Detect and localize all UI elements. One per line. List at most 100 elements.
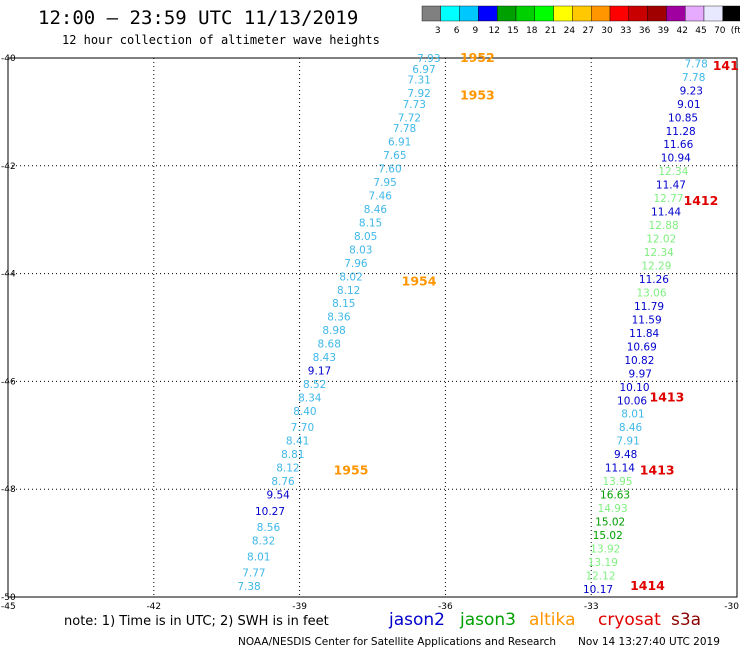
colorbar-tick-label: 12	[488, 26, 499, 36]
pass-number-label: 1952	[460, 50, 495, 65]
wave-height-label: 7.65	[383, 150, 406, 162]
colorbar-tick-label: 45	[695, 26, 706, 36]
wave-height-label: 12.02	[646, 234, 676, 246]
colorbar-swatch	[515, 5, 535, 22]
wave-height-label: 8.02	[339, 271, 362, 283]
wave-height-label: 7.78	[682, 72, 705, 84]
wave-height-label: 13.95	[602, 476, 632, 488]
wave-height-label: 10.85	[668, 112, 698, 124]
wave-height-label: 7.78	[684, 58, 707, 70]
wave-height-label: 9.01	[677, 99, 700, 111]
footnote: note: 1) Time is in UTC; 2) SWH is in fe…	[64, 614, 329, 629]
wave-height-label: 7.46	[369, 190, 393, 202]
colorbar-swatch	[553, 5, 573, 22]
wave-height-label: 11.47	[656, 180, 686, 192]
wave-height-label: 16.63	[600, 490, 630, 502]
colorbar-swatch	[572, 5, 592, 22]
wave-height-label: 13.06	[636, 287, 666, 299]
wave-height-label: 15.02	[595, 517, 625, 529]
colorbar-swatch	[722, 5, 740, 22]
pass-number-label: 1413	[650, 390, 685, 405]
generated-timestamp: Nov 14 13:27:40 UTC 2019	[578, 636, 720, 648]
wave-height-label: 9.23	[680, 85, 703, 97]
pass-number-label: 1413	[640, 462, 675, 477]
wave-height-label: 12.88	[649, 220, 679, 232]
wave-height-label: 8.15	[359, 217, 382, 229]
wave-height-label: 8.34	[298, 393, 322, 405]
colorbar-swatch	[534, 5, 554, 22]
wave-height-label: 7.91	[616, 436, 639, 448]
wave-height-label: 8.46	[619, 422, 643, 434]
wave-height-label: 11.26	[639, 274, 669, 286]
wave-height-label: 7.60	[378, 163, 401, 175]
wave-height-label: 8.43	[313, 352, 336, 364]
wave-height-label: 8.41	[286, 436, 309, 448]
x-tick-label: -33	[584, 602, 599, 612]
chart-title: 12:00 — 23:59 UTC 11/13/2019	[38, 7, 358, 29]
colorbar-tick-label: 27	[582, 26, 593, 36]
wave-height-label: 7.78	[393, 123, 416, 135]
wave-height-label: 12.77	[653, 193, 683, 205]
wave-height-label: 13.19	[588, 557, 618, 569]
pass-number-label: 1955	[334, 462, 369, 477]
wave-height-label: 8.01	[247, 552, 270, 564]
wave-height-label: 8.36	[327, 312, 351, 324]
colorbar-tick-label: 24	[564, 26, 576, 36]
wave-height-label: 7.73	[403, 99, 426, 111]
wave-height-label: 8.05	[354, 231, 377, 243]
wave-height-label: 8.12	[276, 463, 299, 475]
wave-height-label: 10.82	[624, 355, 654, 367]
colorbar-tick-label: 30	[601, 26, 613, 36]
legend-item-jason3: jason3	[459, 610, 516, 630]
wave-height-label: 13.92	[590, 543, 620, 555]
wave-height-label: 10.69	[627, 341, 657, 353]
wave-height-label: 8.68	[318, 339, 341, 351]
wave-height-label: 7.93	[417, 53, 440, 65]
credit-line: NOAA/NESDIS Center for Satellite Applica…	[238, 636, 556, 648]
axis-ticks: -40 -42 -44 -46 -48 -50-45 -42 -39 -36 -33 -30	[1, 54, 739, 612]
wave-height-label: 11.79	[634, 301, 664, 313]
wave-height-label: 12.34	[658, 166, 688, 178]
colorbar-swatch	[666, 5, 686, 22]
wave-height-label: 8.56	[257, 522, 281, 534]
wave-height-label: 15.02	[593, 530, 623, 542]
wave-height-label: 11.59	[632, 314, 662, 326]
x-tick-label: -39	[292, 602, 307, 612]
wave-height-label: 14.93	[598, 503, 628, 515]
wave-height-label: 7.95	[373, 177, 396, 189]
wave-height-label: 10.10	[619, 382, 649, 394]
colorbar-unit: (ft)	[731, 26, 740, 36]
chart-subtitle: 12 hour collection of altimeter wave hei…	[62, 33, 380, 47]
wave-height-label: 6.91	[388, 137, 411, 149]
wave-height-label: 7.70	[291, 422, 314, 434]
y-tick-label: -46	[1, 377, 16, 387]
wave-height-label: 8.76	[271, 476, 295, 488]
colorbar-tick-label: 42	[676, 26, 687, 36]
wave-height-label: 10.94	[661, 153, 691, 165]
legend: jason2 jason3 altika cryosat s3a	[388, 610, 701, 630]
colorbar-tick-label: 18	[526, 26, 538, 36]
wave-height-label: 11.66	[663, 139, 693, 151]
colorbar-tick-label: 9	[473, 26, 479, 36]
wave-height-label: 9.54	[266, 490, 290, 502]
wave-height-label: 8.01	[621, 409, 644, 421]
colorbar-tick-label: 36	[639, 26, 651, 36]
data-points: 7.936.977.317.927.737.727.786.917.657.60…	[237, 53, 708, 596]
colorbar-swatch	[609, 5, 629, 22]
y-tick-label: -44	[1, 270, 16, 280]
y-tick-label: -42	[1, 162, 16, 172]
wave-height-label: 10.17	[583, 584, 613, 596]
wave-height-label: 7.72	[398, 112, 421, 124]
wave-height-label: 8.40	[293, 406, 316, 418]
y-tick-label: -50	[1, 593, 16, 603]
legend-item-cryosat: cryosat	[598, 610, 661, 630]
colorbar-tick-label: 70	[714, 26, 726, 36]
legend-item-s3a: s3a	[671, 610, 701, 630]
colorbar-tick-label: 15	[507, 26, 518, 36]
x-tick-label: -36	[438, 602, 453, 612]
wave-height-label: 7.96	[344, 258, 368, 270]
